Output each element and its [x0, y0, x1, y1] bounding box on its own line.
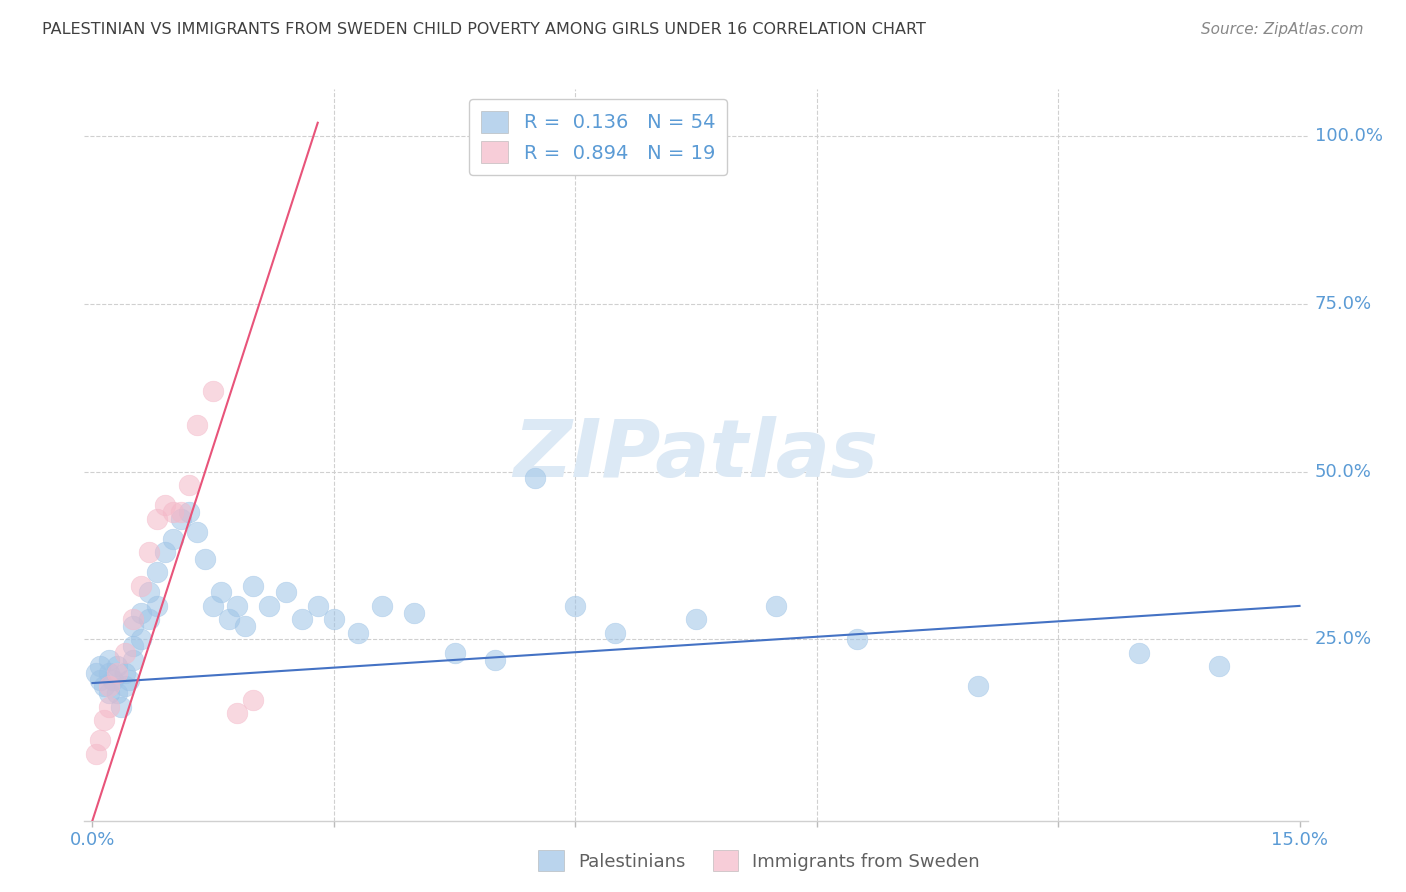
Text: PALESTINIAN VS IMMIGRANTS FROM SWEDEN CHILD POVERTY AMONG GIRLS UNDER 16 CORRELA: PALESTINIAN VS IMMIGRANTS FROM SWEDEN CH…: [42, 22, 927, 37]
Point: [1128, 646, 1150, 660]
Point: [117, 673, 139, 687]
Point: [89, 659, 111, 673]
Text: 100.0%: 100.0%: [1315, 128, 1382, 145]
Point: [404, 606, 426, 620]
Point: [129, 632, 152, 647]
Point: [307, 599, 329, 613]
Point: [97, 686, 120, 700]
Point: [259, 599, 281, 613]
Point: [110, 699, 132, 714]
Point: [86, 747, 108, 761]
Point: [242, 693, 264, 707]
Point: [121, 639, 143, 653]
Point: [170, 511, 193, 525]
Point: [605, 625, 627, 640]
Point: [194, 552, 217, 566]
Text: 25.0%: 25.0%: [1315, 631, 1372, 648]
Point: [371, 599, 394, 613]
Point: [114, 665, 136, 680]
Point: [153, 498, 176, 512]
Point: [484, 652, 506, 666]
Point: [146, 511, 169, 525]
Point: [322, 612, 344, 626]
Point: [138, 585, 160, 599]
Point: [129, 579, 152, 593]
Point: [233, 619, 256, 633]
Point: [105, 659, 128, 673]
Point: [1208, 659, 1230, 673]
Point: [218, 612, 240, 626]
Point: [101, 673, 124, 687]
Text: 50.0%: 50.0%: [1315, 463, 1371, 481]
Point: [114, 680, 136, 694]
Point: [97, 652, 120, 666]
Point: [209, 585, 232, 599]
Legend: Palestinians, Immigrants from Sweden: Palestinians, Immigrants from Sweden: [531, 843, 987, 879]
Point: [89, 673, 111, 687]
Point: [153, 545, 176, 559]
Point: [347, 625, 370, 640]
Point: [138, 545, 160, 559]
Text: 75.0%: 75.0%: [1315, 295, 1372, 313]
Point: [291, 612, 314, 626]
Point: [685, 612, 707, 626]
Point: [564, 599, 586, 613]
Point: [93, 713, 115, 727]
Point: [86, 665, 108, 680]
Point: [226, 706, 249, 721]
Point: [89, 733, 111, 747]
Point: [97, 680, 120, 694]
Point: [443, 646, 465, 660]
Point: [105, 665, 128, 680]
Point: [162, 505, 184, 519]
Legend: R =  0.136   N = 54, R =  0.894   N = 19: R = 0.136 N = 54, R = 0.894 N = 19: [470, 99, 727, 175]
Text: ZIPatlas: ZIPatlas: [513, 416, 879, 494]
Point: [226, 599, 249, 613]
Point: [186, 417, 208, 432]
Point: [524, 471, 547, 485]
Point: [97, 665, 120, 680]
Point: [186, 525, 208, 540]
Point: [162, 532, 184, 546]
Point: [121, 612, 143, 626]
Point: [177, 505, 200, 519]
Point: [97, 699, 120, 714]
Point: [105, 686, 128, 700]
Point: [93, 680, 115, 694]
Point: [121, 652, 143, 666]
Point: [845, 632, 868, 647]
Point: [966, 680, 988, 694]
Point: [765, 599, 787, 613]
Point: [121, 619, 143, 633]
Point: [146, 566, 169, 580]
Text: Source: ZipAtlas.com: Source: ZipAtlas.com: [1201, 22, 1364, 37]
Point: [138, 612, 160, 626]
Point: [146, 599, 169, 613]
Point: [274, 585, 297, 599]
Point: [114, 646, 136, 660]
Point: [129, 606, 152, 620]
Point: [177, 478, 200, 492]
Point: [202, 384, 225, 399]
Point: [202, 599, 225, 613]
Point: [242, 579, 264, 593]
Point: [170, 505, 193, 519]
